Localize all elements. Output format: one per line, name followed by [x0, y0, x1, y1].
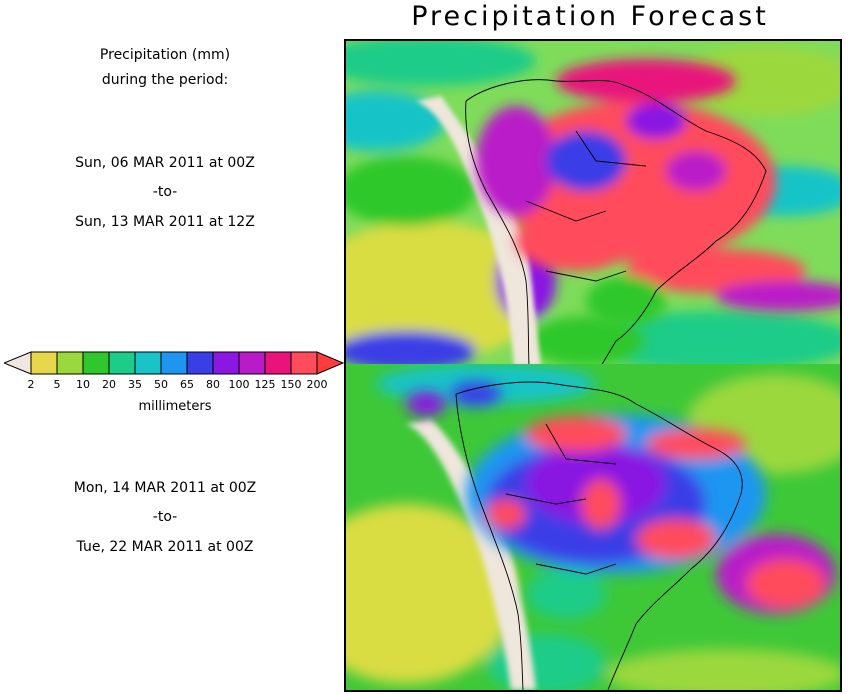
period1-start: Sun, 06 MAR 2011 at 00Z — [75, 155, 255, 171]
coastline — [455, 381, 743, 690]
chart-title: Precipitation Forecast — [411, 1, 769, 32]
colorbar-tick-label: 35 — [128, 378, 142, 391]
colorbar-swatch — [160, 351, 188, 375]
colorbar-tick-label: 100 — [228, 378, 250, 391]
colorbar — [2, 350, 345, 376]
colorbar-tick-label: 65 — [180, 378, 194, 391]
forecast-map-period-2 — [344, 364, 842, 692]
colorbar-graphic — [2, 351, 345, 375]
colorbar-swatch — [264, 351, 292, 375]
map-1-graphic — [346, 41, 840, 366]
colorbar-tick-label: 50 — [154, 378, 168, 391]
colorbar-tick-label: 20 — [102, 378, 116, 391]
period1-separator: -to- — [152, 184, 178, 200]
map-2-graphic — [346, 364, 840, 690]
colorbar-tick-label: 5 — [53, 378, 61, 391]
colorbar-swatch — [290, 351, 318, 375]
colorbar-swatch — [134, 351, 162, 375]
colorbar-tick-label: 10 — [76, 378, 90, 391]
colorbar-swatch — [238, 351, 266, 375]
forecast-map-period-1 — [344, 39, 842, 368]
coastline — [465, 79, 767, 366]
period2-end: Tue, 22 MAR 2011 at 00Z — [76, 539, 254, 555]
colorbar-label: millimeters — [138, 399, 212, 414]
description-line-1: Precipitation (mm) — [99, 47, 231, 63]
colorbar-swatch — [108, 351, 136, 375]
colorbar-tick-label: 200 — [306, 378, 328, 391]
colorbar-swatch — [30, 351, 58, 375]
colorbar-tick-label: 2 — [27, 378, 35, 391]
colorbar-tick-label: 80 — [206, 378, 220, 391]
period1-end: Sun, 13 MAR 2011 at 12Z — [75, 214, 255, 230]
colorbar-swatch — [212, 351, 240, 375]
colorbar-tick-label: 125 — [254, 378, 276, 391]
period2-separator: -to- — [152, 509, 178, 525]
colorbar-under-arrow — [2, 351, 32, 375]
colorbar-swatch — [56, 351, 84, 375]
colorbar-swatch — [186, 351, 214, 375]
colorbar-tick-label: 150 — [280, 378, 302, 391]
colorbar-swatch — [82, 351, 110, 375]
period2-start: Mon, 14 MAR 2011 at 00Z — [73, 480, 257, 496]
description-line-2: during the period: — [101, 72, 229, 88]
colorbar-over-arrow — [316, 351, 345, 375]
colorbar-ticks: 2 5 10 20 35 50 65 80 100 125 150 200 — [0, 378, 345, 394]
